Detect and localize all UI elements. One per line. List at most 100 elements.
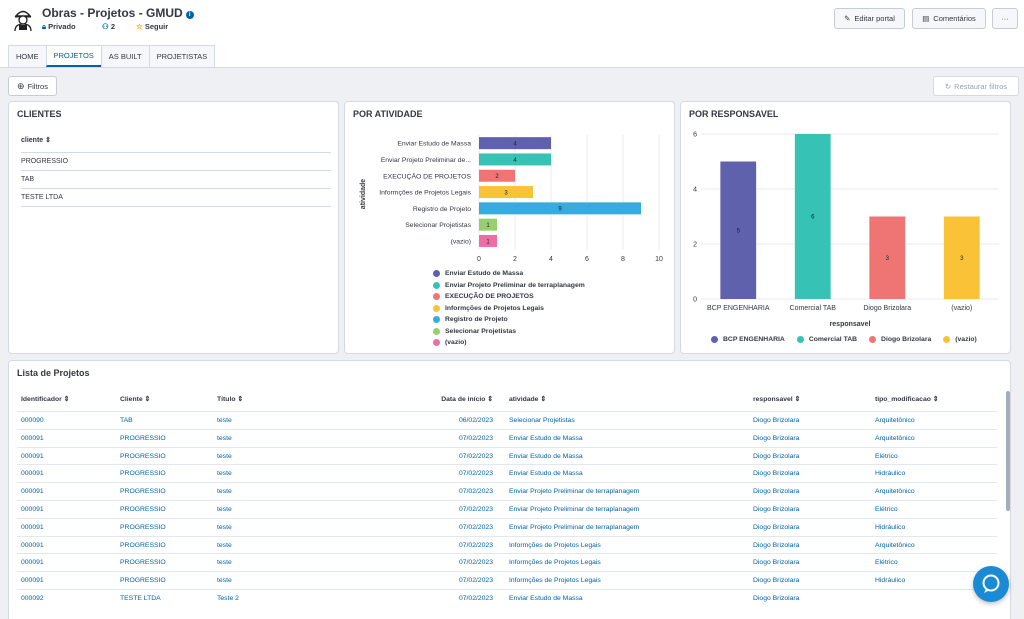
table-cell[interactable]: Enviar Projeto Preliminar de terraplanag… <box>509 523 640 531</box>
table-cell[interactable]: Elétrico <box>875 452 898 460</box>
table-cell[interactable]: Diogo Brizolara <box>753 541 800 549</box>
table-cell[interactable]: Diogo Brizolara <box>753 595 800 602</box>
table-cell[interactable]: Enviar Estudo de Massa <box>509 434 583 442</box>
table-cell[interactable]: Diogo Brizolara <box>753 434 800 442</box>
table-cell[interactable]: Enviar Projeto Preliminar de terraplanag… <box>509 506 640 513</box>
table-cell[interactable]: Enviar Projeto Preliminar de terraplanag… <box>509 488 640 496</box>
legend-item[interactable]: (vazio) <box>433 337 585 349</box>
table-cell[interactable]: teste <box>217 523 232 531</box>
table-cell[interactable]: Diogo Brizolara <box>753 452 800 460</box>
client-column-header[interactable]: cliente ⇕ <box>21 136 51 144</box>
table-row[interactable]: 000090 TAB teste 06/02/2023 Selecionar Proje… <box>17 411 997 429</box>
follow-button[interactable]: ☆ Seguir <box>136 22 168 31</box>
table-cell[interactable]: 07/02/2023 <box>458 506 493 513</box>
table-cell[interactable]: 000092 <box>21 595 44 602</box>
column-header[interactable]: Título ⇕ <box>217 395 243 403</box>
table-cell[interactable]: 000091 <box>21 488 44 496</box>
legend-item[interactable]: Comercial TAB <box>796 336 857 343</box>
column-header[interactable]: Data de início ⇕ <box>389 395 493 403</box>
table-cell[interactable]: 07/02/2023 <box>458 470 493 478</box>
table-cell[interactable]: Enviar Estudo de Massa <box>509 452 583 460</box>
table-cell[interactable]: Diogo Brizolara <box>753 506 800 513</box>
edit-portal-button[interactable]: ✎ Editar portal <box>834 8 905 29</box>
table-cell[interactable]: 000091 <box>21 523 44 531</box>
client-row[interactable]: TESTE LTDA <box>21 188 331 206</box>
table-cell[interactable]: Enviar Estudo de Massa <box>509 470 583 478</box>
table-cell[interactable]: PROGRESSIO <box>120 434 166 442</box>
table-cell[interactable]: 07/02/2023 <box>458 541 493 549</box>
table-cell[interactable]: PROGRESSIO <box>120 470 166 478</box>
filters-button[interactable]: ⊕ Filtros <box>8 76 57 96</box>
comments-button[interactable]: ▤ Comentários <box>912 8 986 29</box>
table-row[interactable]: 000091 PROGRESSIO teste 07/02/2023 Enviar Es… <box>17 464 997 482</box>
table-cell[interactable]: 000091 <box>21 541 44 549</box>
legend-item[interactable]: BCP ENGENHARIA <box>711 336 785 343</box>
tab-projetos[interactable]: PROJETOS <box>45 45 102 67</box>
table-cell[interactable]: TAB <box>120 417 133 424</box>
table-cell[interactable]: Informções de Projetos Legais <box>509 541 601 549</box>
table-cell[interactable]: Hidráulico <box>875 523 906 531</box>
table-cell[interactable]: PROGRESSIO <box>120 523 166 531</box>
table-row[interactable]: 000091 PROGRESSIO teste 07/02/2023 Enviar Pr… <box>17 482 997 500</box>
table-cell[interactable]: teste <box>217 577 232 585</box>
legend-item[interactable]: Registro de Projeto <box>433 314 585 326</box>
table-cell[interactable]: PROGRESSIO <box>120 559 166 567</box>
table-cell[interactable]: Arquitetônico <box>875 488 915 496</box>
legend-item[interactable]: Enviar Projeto Preliminar de terraplanag… <box>433 280 585 292</box>
table-cell[interactable]: PROGRESSIO <box>120 488 166 496</box>
table-cell[interactable]: Diogo Brizolara <box>753 559 800 567</box>
more-options-button[interactable]: ··· <box>992 8 1018 29</box>
scrollbar[interactable] <box>1006 391 1010 511</box>
table-cell[interactable]: 000091 <box>21 577 44 585</box>
table-cell[interactable]: 000091 <box>21 434 44 442</box>
table-cell[interactable]: 000090 <box>21 417 44 424</box>
tab-home[interactable]: HOME <box>8 45 47 67</box>
table-cell[interactable]: Arquitetônico <box>875 434 915 442</box>
table-cell[interactable]: Selecionar Projetistas <box>509 417 575 424</box>
legend-item[interactable]: Selecionar Projetistas <box>433 326 585 338</box>
table-cell[interactable]: 07/02/2023 <box>458 488 493 496</box>
table-cell[interactable]: Diogo Brizolara <box>753 523 800 531</box>
table-row[interactable]: 000091 PROGRESSIO teste 07/02/2023 Informçõe… <box>17 553 997 571</box>
table-cell[interactable]: Hidráulico <box>875 470 906 478</box>
info-icon[interactable]: i <box>185 11 194 19</box>
tab-as-built[interactable]: AS BUILT <box>100 45 150 67</box>
legend-item[interactable]: Diogo Brizolara <box>869 336 931 343</box>
table-cell[interactable]: 07/02/2023 <box>458 577 493 585</box>
client-row[interactable]: PROGRESSIO <box>21 152 331 170</box>
table-row[interactable]: 000092 TESTE LTDA Teste 2 07/02/2023 Enviar … <box>17 589 997 607</box>
legend-item[interactable]: Enviar Estudo de Massa <box>433 268 585 280</box>
table-row[interactable]: 000091 PROGRESSIO teste 07/02/2023 Enviar Es… <box>17 428 997 447</box>
table-cell[interactable]: teste <box>217 452 232 460</box>
legend-item[interactable]: Informções de Projetos Legais <box>433 303 585 315</box>
table-cell[interactable]: teste <box>217 506 232 513</box>
table-cell[interactable]: 07/02/2023 <box>458 452 493 460</box>
chat-button[interactable] <box>973 566 1009 602</box>
table-cell[interactable]: 07/02/2023 <box>458 434 493 442</box>
column-header[interactable]: atividade ⇕ <box>509 395 546 403</box>
table-cell[interactable]: teste <box>217 559 232 567</box>
table-row[interactable]: 000091 PROGRESSIO teste 07/02/2023 Enviar Pr… <box>17 517 997 536</box>
table-cell[interactable]: 000091 <box>21 470 44 478</box>
column-header[interactable]: tipo_modificacao ⇕ <box>875 395 939 403</box>
table-cell[interactable]: PROGRESSIO <box>120 541 166 549</box>
table-row[interactable]: 000091 PROGRESSIO teste 07/02/2023 Enviar Es… <box>17 446 997 465</box>
table-cell[interactable]: 07/02/2023 <box>458 523 493 531</box>
table-cell[interactable]: teste <box>217 488 232 496</box>
table-cell[interactable]: 000091 <box>21 506 44 513</box>
column-header[interactable]: Cliente ⇕ <box>120 395 150 403</box>
table-cell[interactable]: 06/02/2023 <box>458 417 493 424</box>
table-cell[interactable]: teste <box>217 417 232 424</box>
table-cell[interactable]: PROGRESSIO <box>120 577 166 585</box>
table-cell[interactable]: Diogo Brizolara <box>753 577 800 585</box>
table-cell[interactable]: teste <box>217 434 232 442</box>
table-cell[interactable]: TESTE LTDA <box>120 595 161 602</box>
table-cell[interactable]: Teste 2 <box>217 595 239 602</box>
table-cell[interactable]: Enviar Estudo de Massa <box>509 595 583 602</box>
column-header[interactable]: Identificador ⇕ <box>21 395 69 403</box>
table-row[interactable]: 000091 PROGRESSIO teste 07/02/2023 Informçõe… <box>17 571 997 589</box>
table-cell[interactable]: PROGRESSIO <box>120 506 166 513</box>
table-cell[interactable]: Elétrico <box>875 506 898 513</box>
table-row[interactable]: 000091 PROGRESSIO teste 07/02/2023 Informçõe… <box>17 535 997 554</box>
table-cell[interactable]: Arquitetônico <box>875 541 915 549</box>
